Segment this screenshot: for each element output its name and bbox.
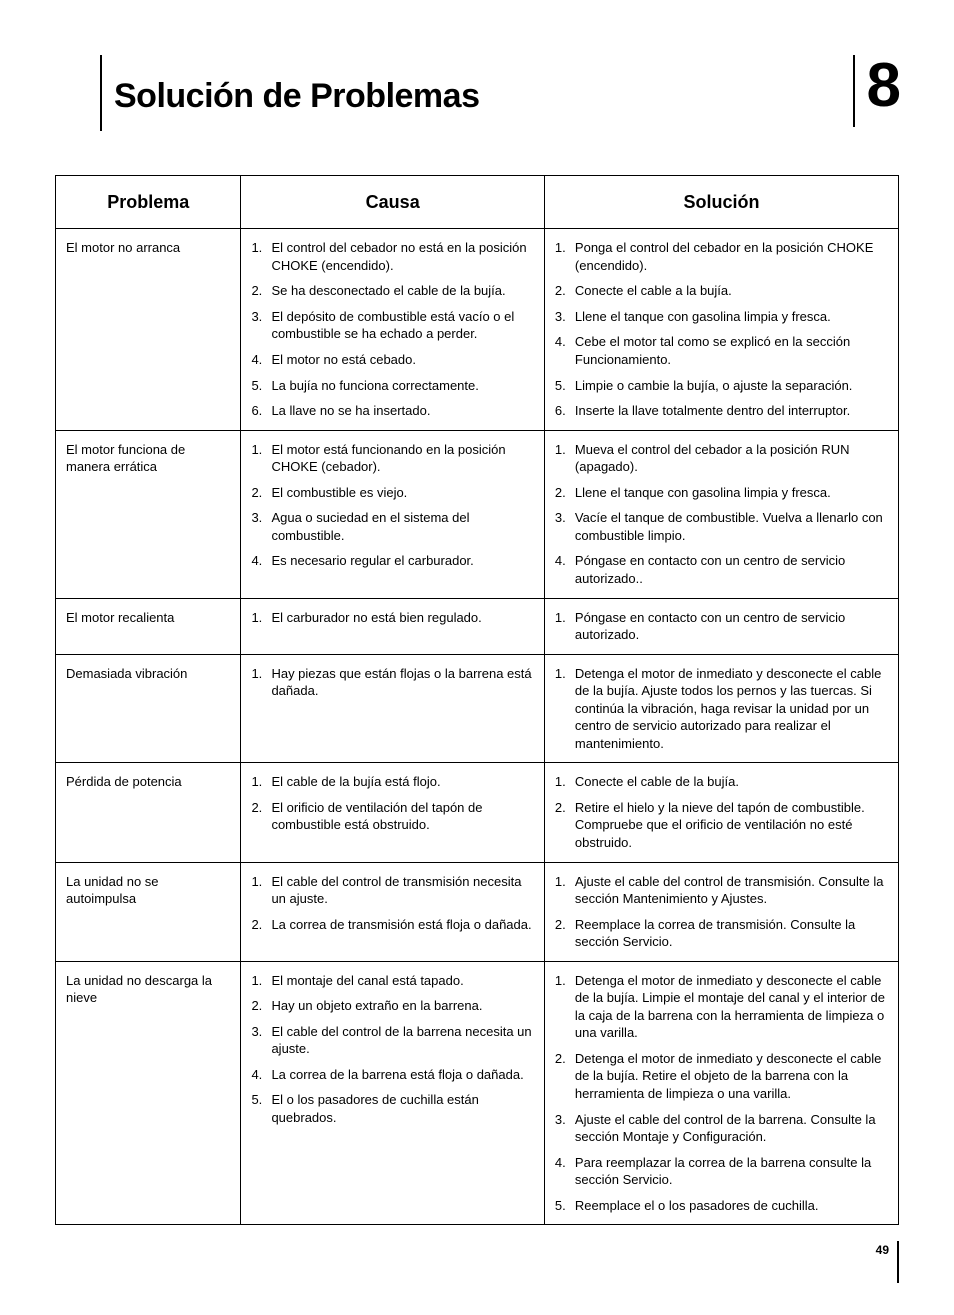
chapter-number: 8 — [867, 50, 899, 121]
cause-cell: 1.El control del cebador no está en la p… — [241, 229, 544, 430]
cause-item: 1.Hay piezas que están flojas o la barre… — [251, 665, 533, 700]
cause-cell: 1.El montaje del canal está tapado. 2.Hay… — [241, 961, 544, 1225]
table-row: El motor no arranca 1.El control del ceba… — [56, 229, 899, 430]
cause-cell: 1.Hay piezas que están flojas o la barre… — [241, 654, 544, 763]
header-cause: Causa — [241, 176, 544, 229]
solution-cell: 1.Ponga el control del cebador en la pos… — [544, 229, 898, 430]
table-row: El motor recalienta 1.El carburador no es… — [56, 598, 899, 654]
solution-item: 2.Reemplace la correa de transmisión. Co… — [555, 916, 888, 951]
solution-item: 1.Detenga el motor de inmediato y descon… — [555, 665, 888, 753]
solution-item: 3.Vacíe el tanque de combustible. Vuelva… — [555, 509, 888, 544]
solution-item: 1.Conecte el cable de la bujía. — [555, 773, 888, 791]
page-footer: 49 — [55, 1245, 899, 1285]
cause-item: 4.La correa de la barrena está floja o d… — [251, 1066, 533, 1084]
problem-cell: El motor recalienta — [56, 598, 241, 654]
cause-cell: 1.El motor está funcionando en la posici… — [241, 430, 544, 598]
problem-cell: Demasiada vibración — [56, 654, 241, 763]
solution-cell: 1.Ajuste el cable del control de transmi… — [544, 862, 898, 961]
solution-cell: 1.Conecte el cable de la bujía. 2.Retire … — [544, 763, 898, 862]
header-divider-left — [100, 55, 102, 131]
cause-item: 2.Se ha desconectado el cable de la bují… — [251, 282, 533, 300]
page-title: Solución de Problemas — [114, 77, 479, 116]
solution-item: 1.Ajuste el cable del control de transmi… — [555, 873, 888, 908]
solution-item: 5.Limpie o cambie la bujía, o ajuste la … — [555, 377, 888, 395]
cause-cell: 1.El cable de la bujía está flojo. 2.El o… — [241, 763, 544, 862]
page-number: 49 — [876, 1243, 889, 1257]
cause-item: 3.El depósito de combustible está vacío … — [251, 308, 533, 343]
cause-item: 1.El cable del control de transmisión ne… — [251, 873, 533, 908]
solution-item: 2.Llene el tanque con gasolina limpia y … — [555, 484, 888, 502]
cause-item: 2.La correa de transmisión está floja o … — [251, 916, 533, 934]
footer-divider — [897, 1241, 899, 1283]
page-header: Solución de Problemas 8 — [100, 55, 899, 135]
cause-item: 3.Agua o suciedad en el sistema del comb… — [251, 509, 533, 544]
cause-item: 6.La llave no se ha insertado. — [251, 402, 533, 420]
solution-item: 3.Ajuste el cable del control de la barr… — [555, 1111, 888, 1146]
solution-cell: 1.Mueva el control del cebador a la posi… — [544, 430, 898, 598]
table-row: El motor funciona de manera errática 1.El… — [56, 430, 899, 598]
problem-cell: El motor funciona de manera errática — [56, 430, 241, 598]
cause-item: 1.El carburador no está bien regulado. — [251, 609, 533, 627]
cause-item: 4.El motor no está cebado. — [251, 351, 533, 369]
table-header-row: Problema Causa Solución — [56, 176, 899, 229]
solution-item: 2.Retire el hielo y la nieve del tapón d… — [555, 799, 888, 852]
solution-item: 4.Cebe el motor tal como se explicó en l… — [555, 333, 888, 368]
header-solution: Solución — [544, 176, 898, 229]
cause-cell: 1.El carburador no está bien regulado. — [241, 598, 544, 654]
cause-cell: 1.El cable del control de transmisión ne… — [241, 862, 544, 961]
cause-item: 1.El motor está funcionando en la posici… — [251, 441, 533, 476]
cause-item: 1.El montaje del canal está tapado. — [251, 972, 533, 990]
cause-item: 4.Es necesario regular el carburador. — [251, 552, 533, 570]
solution-cell: 1.Detenga el motor de inmediato y descon… — [544, 654, 898, 763]
solution-item: 4.Para reemplazar la correa de la barren… — [555, 1154, 888, 1189]
solution-item: 2.Detenga el motor de inmediato y descon… — [555, 1050, 888, 1103]
solution-cell: 1.Póngase en contacto con un centro de s… — [544, 598, 898, 654]
solution-item: 3.Llene el tanque con gasolina limpia y … — [555, 308, 888, 326]
solution-item: 6.Inserte la llave totalmente dentro del… — [555, 402, 888, 420]
cause-item: 5.El o los pasadores de cuchilla están q… — [251, 1091, 533, 1126]
cause-item: 5.La bujía no funciona correctamente. — [251, 377, 533, 395]
cause-item: 2.El orificio de ventilación del tapón d… — [251, 799, 533, 834]
table-row: La unidad no descarga la nieve1.El monta… — [56, 961, 899, 1225]
cause-item: 1.El cable de la bujía está flojo. — [251, 773, 533, 791]
cause-item: 1.El control del cebador no está en la p… — [251, 239, 533, 274]
problem-cell: El motor no arranca — [56, 229, 241, 430]
header-divider-right — [853, 55, 855, 127]
cause-item: 3.El cable del control de la barrena nec… — [251, 1023, 533, 1058]
solution-item: 1.Mueva el control del cebador a la posi… — [555, 441, 888, 476]
cause-item: 2.El combustible es viejo. — [251, 484, 533, 502]
solution-item: 2.Conecte el cable a la bujía. — [555, 282, 888, 300]
header-problem: Problema — [56, 176, 241, 229]
solution-item: 5.Reemplace el o los pasadores de cuchil… — [555, 1197, 888, 1215]
troubleshooting-table: Problema Causa Solución El motor no arra… — [55, 175, 899, 1225]
table-row: Pérdida de potencia1.El cable de la bují… — [56, 763, 899, 862]
table-row: Demasiada vibración 1.Hay piezas que está… — [56, 654, 899, 763]
table-row: La unidad no se autoimpulsa 1.El cable de… — [56, 862, 899, 961]
solution-item: 1.Detenga el motor de inmediato y descon… — [555, 972, 888, 1042]
solution-cell: 1.Detenga el motor de inmediato y descon… — [544, 961, 898, 1225]
solution-item: 1.Póngase en contacto con un centro de s… — [555, 609, 888, 644]
problem-cell: Pérdida de potencia — [56, 763, 241, 862]
cause-item: 2.Hay un objeto extraño en la barrena. — [251, 997, 533, 1015]
problem-cell: La unidad no descarga la nieve — [56, 961, 241, 1225]
solution-item: 1.Ponga el control del cebador en la pos… — [555, 239, 888, 274]
problem-cell: La unidad no se autoimpulsa — [56, 862, 241, 961]
solution-item: 4.Póngase en contacto con un centro de s… — [555, 552, 888, 587]
